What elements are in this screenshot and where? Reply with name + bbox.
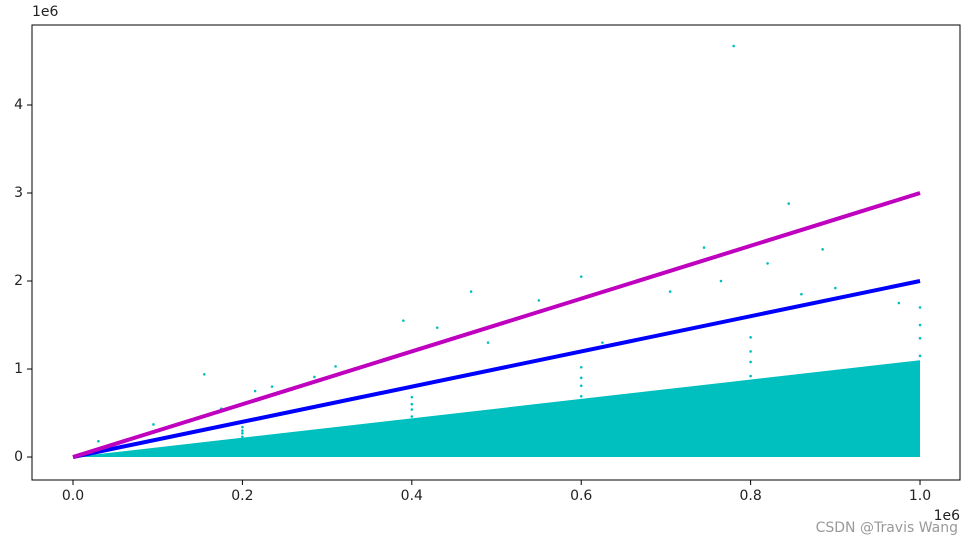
point [579, 384, 583, 388]
point [897, 301, 901, 305]
point [918, 354, 922, 358]
point [668, 290, 672, 293]
point [241, 425, 244, 429]
point [202, 373, 206, 376]
x-tick-label: 0.0 [62, 488, 84, 504]
point [579, 395, 583, 398]
point [601, 341, 604, 344]
watermark: CSDN @Travis Wang [816, 520, 958, 536]
point [241, 431, 244, 435]
y-tick-label: 3 [14, 185, 23, 201]
point [766, 262, 769, 265]
x-offset-label: 1e6 [934, 508, 961, 524]
y-offset-label: 1e6 [32, 4, 59, 20]
point [402, 319, 405, 322]
point [834, 286, 837, 290]
point [152, 423, 155, 426]
y-tick-label: 1 [14, 361, 23, 377]
x-tick-label: 0.2 [231, 488, 253, 504]
point [241, 435, 244, 439]
point [241, 429, 244, 432]
point [918, 323, 922, 327]
point [749, 360, 752, 364]
point [253, 389, 257, 393]
point [732, 44, 735, 48]
point [410, 402, 414, 406]
point [313, 375, 316, 379]
point [787, 202, 791, 205]
point [749, 336, 752, 339]
point [410, 415, 414, 418]
point-line [72, 191, 921, 459]
point [410, 395, 414, 399]
point [486, 341, 490, 344]
point [334, 365, 337, 368]
point [821, 248, 824, 251]
x-tick-label: 0.8 [739, 488, 761, 504]
x-tick-label: 0.4 [401, 488, 423, 504]
point [749, 350, 752, 353]
point [800, 292, 803, 296]
x-tick-label: 1.0 [909, 488, 931, 504]
y-tick-label: 4 [14, 97, 23, 113]
point [270, 385, 274, 388]
point [537, 299, 541, 302]
plot-frame [31, 24, 961, 481]
point [579, 376, 583, 380]
point [702, 246, 706, 249]
point-line [72, 279, 921, 459]
point [719, 279, 723, 283]
point [579, 275, 583, 278]
point [435, 326, 439, 329]
point [918, 336, 922, 340]
y-tick-label: 0 [14, 449, 23, 465]
point [97, 439, 100, 443]
x-tick-label: 0.6 [570, 488, 592, 504]
point [918, 306, 922, 309]
point [749, 374, 752, 378]
point [410, 408, 414, 411]
y-tick-label: 2 [14, 273, 23, 289]
point [579, 365, 583, 369]
point-cloud [72, 360, 921, 458]
point [469, 290, 473, 293]
